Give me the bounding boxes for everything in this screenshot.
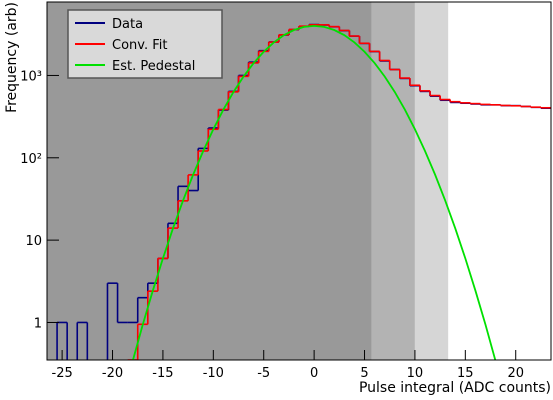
x-tick-label: 15: [457, 366, 474, 381]
x-tick-label: -25: [52, 366, 73, 381]
x-tick-label: 0: [310, 366, 318, 381]
shaded-region: [371, 2, 415, 360]
x-tick-label: 5: [360, 366, 368, 381]
y-axis-label: Frequency (arb): [4, 2, 20, 113]
x-tick-label: -10: [203, 366, 224, 381]
plot-area: [56, 23, 551, 360]
x-tick-label: -5: [257, 366, 270, 381]
x-tick-label: -20: [102, 366, 123, 381]
y-tick-label: 10: [25, 234, 42, 249]
axes: -25 -20 -15 -10 -5 0 5 10 15 20 1 10 10² 10³: [20, 69, 524, 381]
x-tick-label: 10: [407, 366, 424, 381]
legend-label: Conv. Fit: [112, 38, 167, 53]
legend-label: Data: [112, 17, 143, 32]
y-tick-label: 10³: [20, 69, 42, 84]
y-tick-label: 1: [34, 316, 42, 331]
x-axis-label: Pulse integral (ADC counts): [359, 380, 551, 396]
plot-frame: [46, 1, 552, 361]
y-tick-label: 10²: [20, 152, 42, 167]
curve: [132, 24, 497, 360]
shaded-region: [414, 2, 449, 360]
legend: Data Conv. Fit Est. Pedestal: [67, 9, 223, 79]
legend-label: Est. Pedestal: [112, 59, 195, 74]
x-tick-label: 20: [507, 366, 524, 381]
x-tick-label: -15: [152, 366, 173, 381]
